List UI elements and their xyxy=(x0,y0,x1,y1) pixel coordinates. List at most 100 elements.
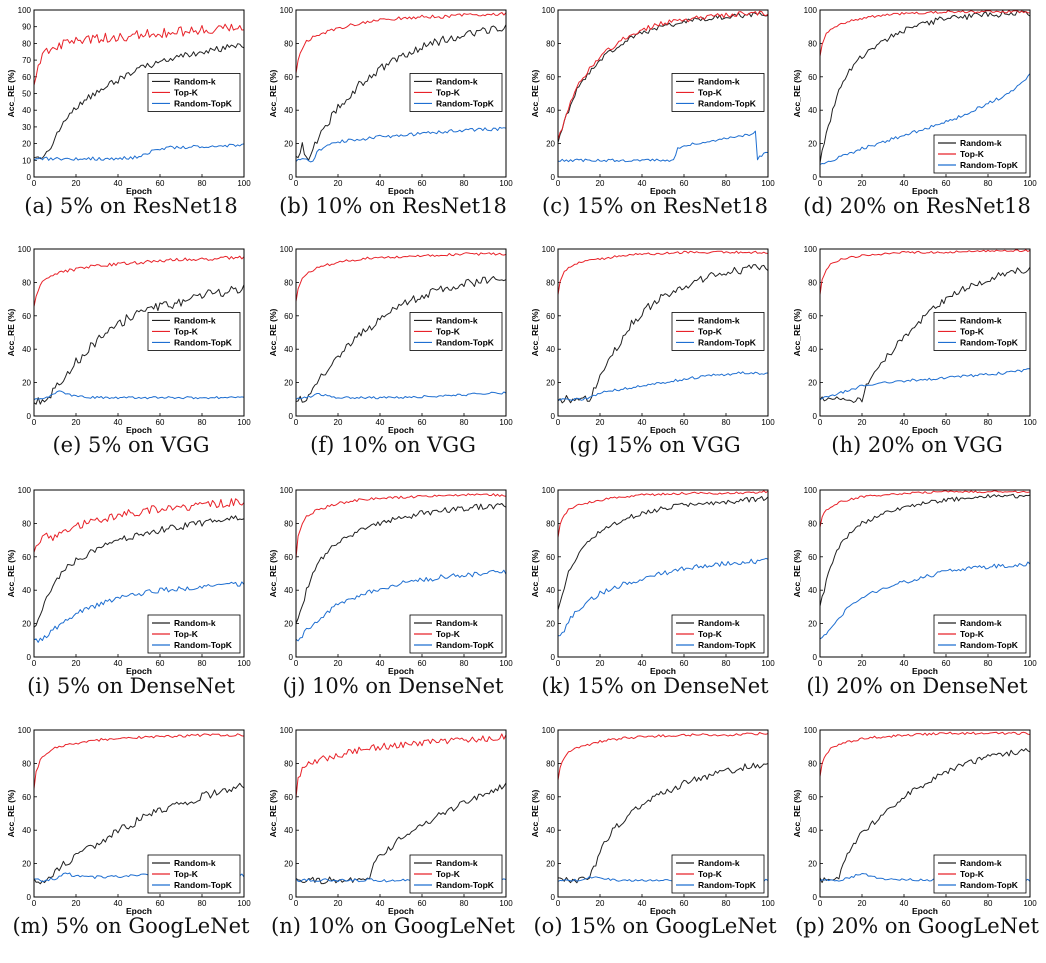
y-tick-label: 20 xyxy=(546,140,555,149)
y-tick-label: 0 xyxy=(27,412,32,421)
series-line-random-k xyxy=(33,43,245,160)
x-tick-label: 0 xyxy=(32,899,37,908)
legend-label: Random-TopK xyxy=(174,880,233,890)
x-tick-label: 100 xyxy=(1023,899,1037,908)
y-axis-label: Acc_RE (%) xyxy=(6,69,16,117)
subplot-p: 0 20 40 60 80 100 0 20 40 60 80 100 Epoch Acc_RE (%) R… xyxy=(786,724,1046,963)
y-tick-label: 100 xyxy=(280,6,294,15)
series-line-top-k xyxy=(33,23,245,86)
plot-frame xyxy=(557,729,769,898)
x-tick-label: 20 xyxy=(72,659,81,668)
legend-label: Random-TopK xyxy=(960,160,1019,170)
legend-label: Random-k xyxy=(698,76,740,86)
legend-label: Random-k xyxy=(436,618,478,628)
legend-label: Top-K xyxy=(436,869,461,879)
y-axis-label: Acc_RE (%) xyxy=(792,69,802,117)
legend-label: Random-TopK xyxy=(436,880,495,890)
x-tick-label: 60 xyxy=(156,418,165,427)
y-tick-label: 60 xyxy=(22,73,31,82)
x-axis-label: Epoch xyxy=(388,906,414,916)
subplot-caption: (e) 5% on VGG xyxy=(52,433,210,457)
y-axis-label: Acc_RE (%) xyxy=(6,308,16,356)
x-tick-label: 0 xyxy=(556,899,561,908)
x-tick-label: 20 xyxy=(334,179,343,188)
legend-label: Random-TopK xyxy=(174,337,233,347)
y-tick-label: 20 xyxy=(284,379,293,388)
x-tick-label: 40 xyxy=(638,659,647,668)
x-tick-label: 0 xyxy=(818,179,823,188)
x-tick-label: 60 xyxy=(680,659,689,668)
legend-label: Random-k xyxy=(698,315,740,325)
chart-o: 0 20 40 60 80 100 0 20 40 60 80 100 Epoch Acc_RE (%) R… xyxy=(530,726,775,916)
series-line-top-k xyxy=(33,255,245,307)
legend-label: Random-TopK xyxy=(174,640,233,650)
subplot-k: 0 20 40 60 80 100 0 20 40 60 80 100 Epoch Acc_RE (%) R… xyxy=(524,484,786,723)
x-tick-label: 0 xyxy=(32,659,37,668)
x-tick-label: 80 xyxy=(460,179,469,188)
chart-g: 0 20 40 60 80 100 0 20 40 60 80 100 Epoch Acc_RE (%) R… xyxy=(530,245,775,435)
y-axis-label: Acc_RE (%) xyxy=(792,308,802,356)
series-line-random-topk xyxy=(819,73,1031,165)
subplot-j: 0 20 40 60 80 100 0 20 40 60 80 100 Epoch Acc_RE (%) R… xyxy=(262,484,524,723)
y-tick-label: 50 xyxy=(22,90,31,99)
x-tick-label: 80 xyxy=(722,899,731,908)
y-tick-label: 60 xyxy=(22,793,31,802)
series-line-top-k xyxy=(819,731,1031,777)
x-axis-label: Epoch xyxy=(650,906,676,916)
legend-label: Top-K xyxy=(698,869,723,879)
series-line-random-k xyxy=(33,782,245,885)
series-line-top-k xyxy=(33,733,245,790)
series-line-random-k xyxy=(819,10,1031,164)
x-axis-label: Epoch xyxy=(388,186,414,196)
series-line-top-k xyxy=(557,732,769,781)
y-tick-label: 40 xyxy=(22,826,31,835)
y-tick-label: 40 xyxy=(808,826,817,835)
y-tick-label: 60 xyxy=(546,73,555,82)
series-line-top-k xyxy=(819,490,1031,528)
y-tick-label: 20 xyxy=(284,620,293,629)
y-axis-label: Acc_RE (%) xyxy=(792,549,802,597)
x-tick-label: 100 xyxy=(761,179,775,188)
x-tick-label: 100 xyxy=(237,659,251,668)
legend-label: Top-K xyxy=(436,87,461,97)
subplot-caption: (j) 10% on DenseNet xyxy=(282,674,504,698)
subplot-caption: (b) 10% on ResNet18 xyxy=(279,194,507,218)
series-line-random-topk xyxy=(33,581,245,643)
y-tick-label: 60 xyxy=(284,553,293,562)
x-tick-label: 40 xyxy=(900,899,909,908)
legend-label: Random-TopK xyxy=(698,337,757,347)
x-tick-label: 80 xyxy=(984,899,993,908)
y-tick-label: 80 xyxy=(808,759,817,768)
x-tick-label: 40 xyxy=(114,418,123,427)
x-tick-label: 100 xyxy=(237,899,251,908)
legend-label: Random-k xyxy=(698,618,740,628)
x-tick-label: 0 xyxy=(294,899,299,908)
x-tick-label: 100 xyxy=(499,418,513,427)
y-tick-label: 0 xyxy=(551,893,556,902)
x-tick-label: 0 xyxy=(556,418,561,427)
subplot-i: 0 20 40 60 80 100 0 20 40 60 80 100 Epoch Acc_RE (%) R… xyxy=(0,484,262,723)
x-tick-label: 20 xyxy=(858,179,867,188)
y-tick-label: 100 xyxy=(804,486,818,495)
y-tick-label: 80 xyxy=(284,39,293,48)
x-tick-label: 80 xyxy=(198,179,207,188)
y-tick-label: 40 xyxy=(22,345,31,354)
y-axis-label: Acc_RE (%) xyxy=(268,549,278,597)
y-tick-label: 60 xyxy=(546,312,555,321)
x-axis-label: Epoch xyxy=(388,425,414,435)
legend-label: Random-TopK xyxy=(174,98,233,108)
series-line-random-k xyxy=(295,276,507,403)
plot-frame xyxy=(295,489,507,658)
y-tick-label: 100 xyxy=(542,6,556,15)
legend-label: Random-TopK xyxy=(698,640,757,650)
y-tick-label: 0 xyxy=(551,173,556,182)
subplot-caption: (h) 20% on VGG xyxy=(831,433,1003,457)
y-tick-label: 100 xyxy=(542,726,556,735)
chart-l: 0 20 40 60 80 100 0 20 40 60 80 100 Epoch Acc_RE (%) R… xyxy=(792,486,1037,676)
y-tick-label: 40 xyxy=(546,586,555,595)
